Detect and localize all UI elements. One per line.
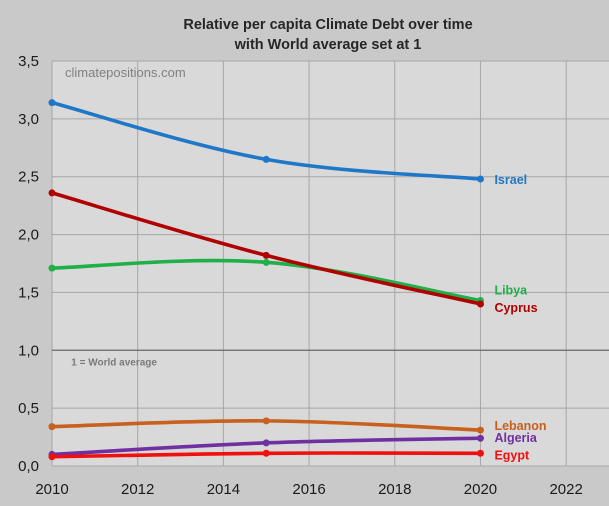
series-israel xyxy=(48,99,484,183)
data-point-israel xyxy=(476,175,484,183)
series-label-cyprus: Cyprus xyxy=(494,301,537,315)
y-axis-ticks: 0,0 0,5 1,0 1,5 2,0 2,5 3,0 3,5 xyxy=(18,53,39,475)
series-egypt xyxy=(48,449,484,461)
series-label-libya: Libya xyxy=(494,284,528,298)
y-tick-label: 2,0 xyxy=(18,227,39,244)
data-point-egypt xyxy=(262,449,270,457)
data-point-lebanon xyxy=(48,423,56,431)
series-group xyxy=(48,99,484,461)
data-point-lebanon xyxy=(476,426,484,434)
x-tick-label: 2010 xyxy=(35,481,68,498)
world-average-label: 1 = World average xyxy=(71,357,157,368)
data-point-cyprus xyxy=(262,251,270,259)
series-cyprus xyxy=(48,189,484,308)
data-point-cyprus xyxy=(476,300,484,308)
y-tick-label: 2,5 xyxy=(18,169,39,186)
data-point-israel xyxy=(48,99,56,107)
chart-title: Relative per capita Climate Debt over ti… xyxy=(183,17,472,33)
series-libya xyxy=(48,258,484,305)
data-point-israel xyxy=(262,155,270,163)
y-tick-label: 3,0 xyxy=(18,111,39,128)
data-point-cyprus xyxy=(48,189,56,197)
y-tick-label: 3,5 xyxy=(18,53,39,70)
x-tick-label: 2020 xyxy=(464,481,497,498)
data-point-egypt xyxy=(476,449,484,457)
series-label-israel: Israel xyxy=(494,173,527,187)
y-tick-label: 0,5 xyxy=(18,400,39,417)
y-tick-label: 1,0 xyxy=(18,342,39,359)
x-tick-label: 2016 xyxy=(292,481,325,498)
series-label-lebanon: Lebanon xyxy=(494,419,546,433)
x-tick-label: 2018 xyxy=(378,481,411,498)
data-point-egypt xyxy=(48,453,56,461)
x-tick-label: 2012 xyxy=(121,481,154,498)
series-label-egypt: Egypt xyxy=(494,448,530,462)
data-point-lebanon xyxy=(262,417,270,425)
x-tick-label: 2022 xyxy=(549,481,582,498)
reference-line-group: 1 = World average xyxy=(52,349,609,368)
data-point-algeria xyxy=(476,434,484,442)
y-tick-label: 0,0 xyxy=(18,458,39,475)
series-lebanon xyxy=(48,417,484,434)
watermark: climatepositions.com xyxy=(65,65,186,80)
y-tick-label: 1,5 xyxy=(18,284,39,301)
data-point-algeria xyxy=(262,439,270,447)
x-axis-ticks: 2010 2012 2014 2016 2018 2020 2022 xyxy=(35,481,583,498)
x-tick-label: 2014 xyxy=(207,481,240,498)
data-point-libya xyxy=(48,264,56,272)
series-label-algeria: Algeria xyxy=(494,431,537,445)
data-point-libya xyxy=(262,258,270,266)
chart-subtitle: with World average set at 1 xyxy=(234,37,422,53)
